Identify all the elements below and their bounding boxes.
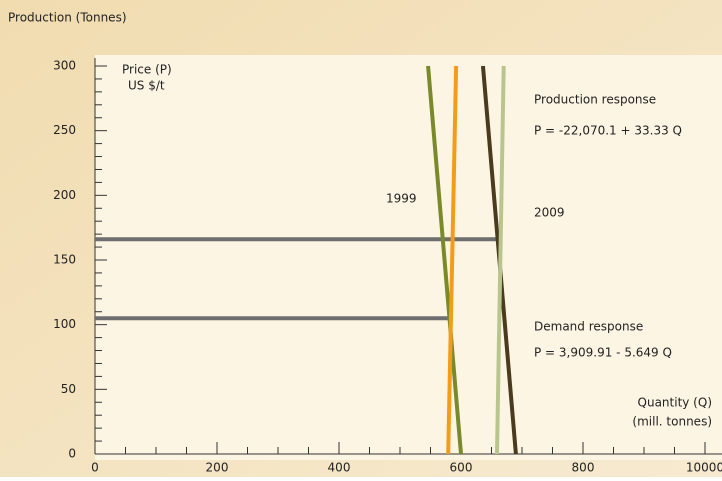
annotation: P = -22,070.1 + 33.33 Q — [534, 124, 682, 138]
x-tick-label: 600 — [450, 461, 473, 475]
y-tick-label: 200 — [53, 188, 76, 202]
annotation: 2009 — [534, 206, 565, 220]
annotation: Demand response — [534, 320, 643, 334]
annotation: 1999 — [386, 192, 417, 206]
series-line — [446, 65, 459, 455]
x-tick-label: 10000 — [686, 461, 722, 475]
y-tick-label: 50 — [61, 382, 76, 396]
x-tick-label: 800 — [572, 461, 595, 475]
series-line — [494, 65, 506, 455]
y-tick-label: 150 — [53, 253, 76, 267]
chart-title: Production (Tonnes) — [8, 11, 127, 25]
y-axis-label: Price (P) — [122, 63, 172, 77]
plot-area — [95, 55, 722, 460]
x-axis-label: (mill. tonnes) — [632, 415, 712, 429]
y-axis-label: US $/t — [128, 79, 165, 93]
y-tick-label: 250 — [53, 123, 76, 137]
annotation: P = 3,909.91 - 5.649 Q — [534, 346, 672, 360]
annotation: Production response — [534, 93, 656, 107]
x-tick-label: 200 — [206, 461, 229, 475]
y-tick-label: 0 — [68, 447, 76, 461]
x-tick-label: 0 — [91, 461, 99, 475]
y-tick-label: 100 — [53, 317, 76, 331]
y-tick-label: 300 — [53, 59, 76, 73]
x-tick-label: 400 — [328, 461, 351, 475]
x-axis-label: Quantity (Q) — [638, 396, 712, 410]
series-line — [426, 65, 463, 455]
